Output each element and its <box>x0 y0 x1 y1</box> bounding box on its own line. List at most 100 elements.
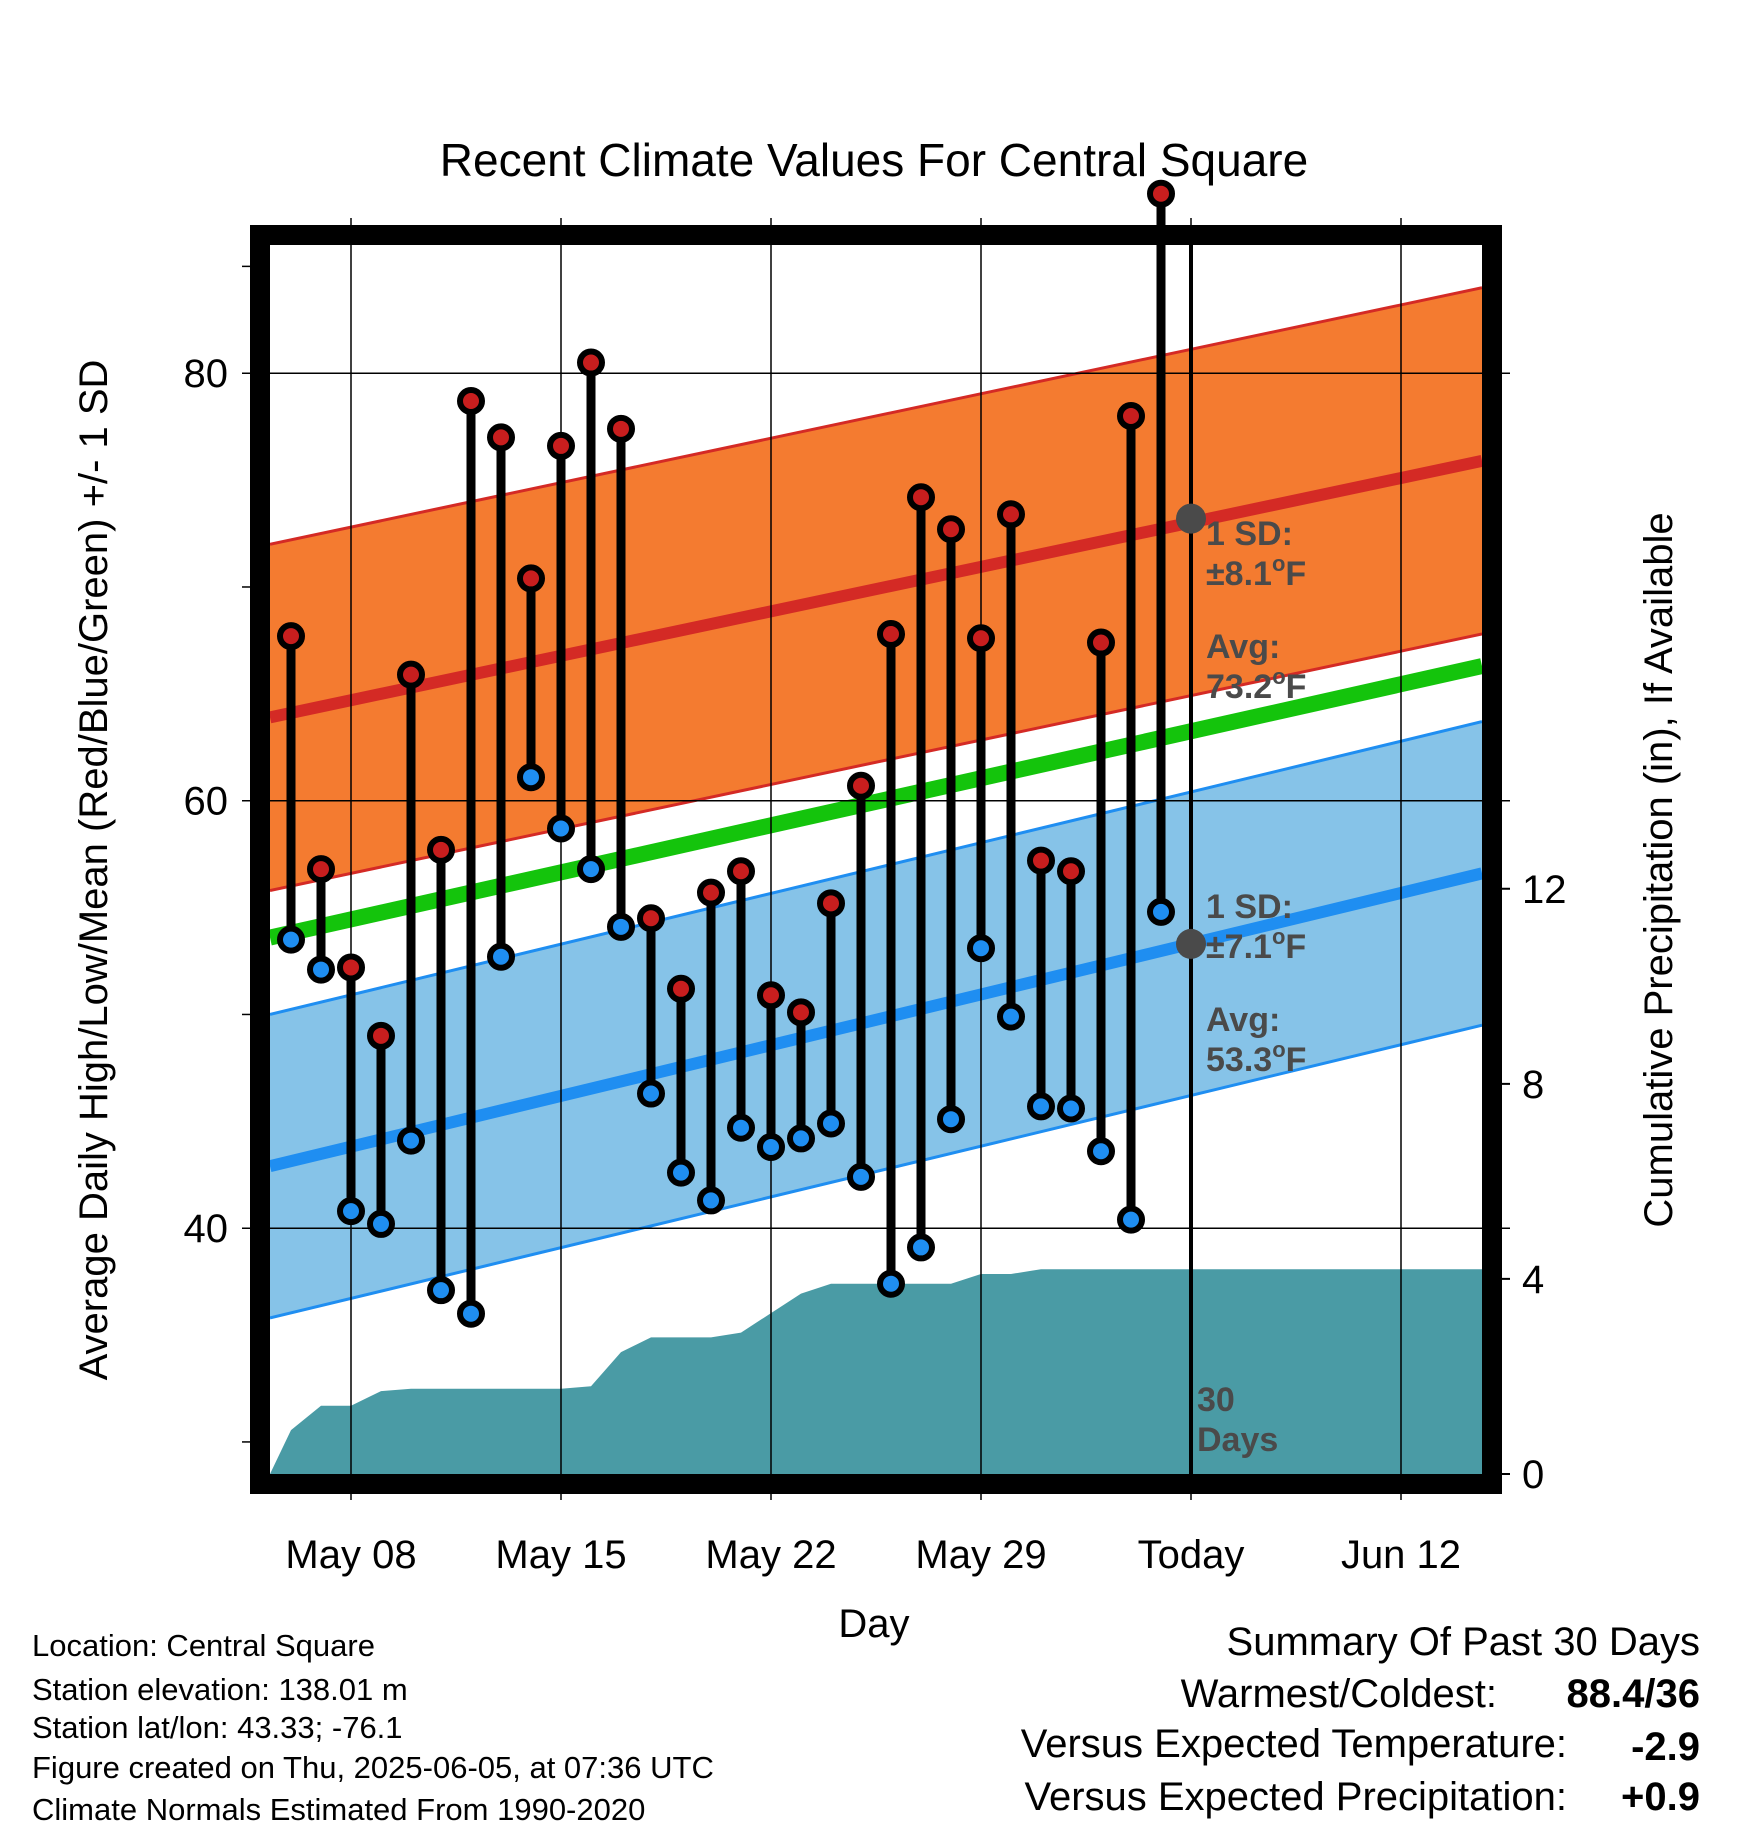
x-tick-label: Jun 12 <box>1341 1533 1461 1577</box>
daily-high-point <box>457 387 485 416</box>
daily-low-point <box>1027 1092 1055 1121</box>
daily-high-point <box>607 414 635 443</box>
summary-warm-cold-label: Warmest/Coldest: <box>1181 1672 1497 1716</box>
daily-high-point <box>787 998 815 1027</box>
daily-low-point <box>307 955 335 984</box>
daily-low-point <box>577 855 605 884</box>
annotation-period: 30 Days <box>1197 1381 1278 1459</box>
daily-high-point <box>1057 857 1085 886</box>
daily-low-point <box>1117 1205 1145 1234</box>
daily-high-point <box>997 500 1025 529</box>
daily-high-point <box>427 835 455 864</box>
daily-low-point <box>727 1113 755 1142</box>
daily-low-point <box>967 934 995 963</box>
daily-high-point <box>547 431 575 460</box>
daily-high-point <box>877 620 905 649</box>
daily-low-point <box>1147 897 1175 926</box>
annotation-low-avg: Avg: 53.3oF <box>1206 1001 1306 1079</box>
footer-location: Location: Central Square <box>32 1628 375 1663</box>
x-tick-label: May 22 <box>705 1533 836 1577</box>
daily-high-point <box>517 564 545 593</box>
footer-latlon: Station lat/lon: 43.33; -76.1 <box>32 1710 403 1745</box>
y-tick-label-left: 60 <box>184 780 229 824</box>
plot-frame <box>250 225 1502 1494</box>
daily-low-point <box>1087 1137 1115 1166</box>
daily-high-point <box>1087 628 1115 657</box>
plot-area: 1 SD: ±8.1oF Avg: 73.2oF 1 SD: ±7.1oF Avg: 53.3… <box>184 179 1567 1577</box>
footer-created: Figure created on Thu, 2025-06-05, at 07… <box>32 1750 714 1785</box>
daily-low-point <box>457 1299 485 1328</box>
summary-heading: Summary Of Past 30 Days <box>1227 1620 1700 1664</box>
daily-high-point <box>727 857 755 886</box>
plot-inner <box>270 286 1482 1474</box>
summary-precip-label: Versus Expected Precipitation: <box>1024 1775 1567 1819</box>
daily-high-point <box>307 855 335 884</box>
daily-high-point <box>277 622 305 651</box>
daily-low-point <box>937 1105 965 1134</box>
daily-low-point <box>787 1124 815 1153</box>
daily-low-point <box>427 1276 455 1305</box>
daily-high-point <box>817 889 845 918</box>
daily-low-point <box>847 1162 875 1191</box>
daily-low-point <box>487 942 515 971</box>
chart-title: Recent Climate Values For Central Square <box>440 134 1308 186</box>
daily-high-point <box>397 660 425 689</box>
summary-temp-value: -2.9 <box>1631 1725 1700 1769</box>
daily-high-point <box>907 483 935 512</box>
y-axis-label-left: Average Daily High/Low/Mean (Red/Blue/Gr… <box>72 360 116 1381</box>
daily-high-point <box>367 1021 395 1050</box>
daily-low-point <box>547 814 575 843</box>
y-axis-label-right: Cumulative Precipitation (in), If Availa… <box>1637 512 1681 1227</box>
x-tick-label: May 29 <box>915 1533 1046 1577</box>
x-tick-label: May 15 <box>495 1533 626 1577</box>
y-tick-label-left: 80 <box>184 352 229 396</box>
daily-high-point <box>967 624 995 653</box>
x-tick-label: Today <box>1138 1533 1245 1577</box>
y-tick-label-right: 8 <box>1522 1063 1544 1107</box>
daily-low-point <box>907 1233 935 1262</box>
y-tick-label-right: 0 <box>1522 1453 1544 1497</box>
daily-high-point <box>337 953 365 982</box>
daily-low-point <box>277 925 305 954</box>
daily-low-point <box>397 1126 425 1155</box>
daily-low-point <box>757 1132 785 1161</box>
daily-high-point <box>937 515 965 544</box>
daily-low-point <box>697 1186 725 1215</box>
today-normal-high-marker <box>1176 503 1206 534</box>
today-normal-low-marker <box>1176 928 1206 959</box>
daily-high-point <box>1117 401 1145 430</box>
daily-high-point <box>637 904 665 933</box>
daily-low-point <box>367 1209 395 1238</box>
y-tick-label-left: 40 <box>184 1207 229 1251</box>
daily-high-point <box>667 974 695 1003</box>
annotation-high-sd: 1 SD: ±8.1oF <box>1206 515 1306 593</box>
y-tick-label-right: 4 <box>1522 1258 1544 1302</box>
daily-low-point <box>607 912 635 941</box>
daily-high-point <box>697 878 725 907</box>
daily-high-point <box>1027 846 1055 875</box>
footer-elevation: Station elevation: 138.01 m <box>32 1672 408 1707</box>
daily-low-point <box>517 763 545 792</box>
annotation-low-sd: 1 SD: ±7.1oF <box>1206 888 1306 966</box>
daily-high-point <box>1147 179 1175 208</box>
footer-normals: Climate Normals Estimated From 1990-2020 <box>32 1792 645 1827</box>
daily-high-point <box>487 423 515 452</box>
daily-low-point <box>877 1269 905 1298</box>
y-tick-label-right: 12 <box>1522 868 1567 912</box>
daily-low-point <box>667 1158 695 1187</box>
summary-temp-label: Versus Expected Temperature: <box>1021 1722 1567 1766</box>
daily-high-point <box>847 771 875 800</box>
x-axis-label: Day <box>838 1602 909 1646</box>
daily-low-point <box>817 1109 845 1138</box>
x-tick-label: May 08 <box>285 1533 416 1577</box>
daily-low-point <box>1057 1094 1085 1123</box>
daily-low-point <box>997 1002 1025 1031</box>
summary-precip-value: +0.9 <box>1621 1775 1700 1819</box>
daily-low-point <box>337 1197 365 1226</box>
precip-area <box>270 1269 1482 1474</box>
annotation-high-avg: Avg: 73.2oF <box>1206 628 1306 706</box>
summary-warm-cold-value: 88.4/36 <box>1567 1672 1700 1716</box>
daily-high-point <box>757 981 785 1010</box>
daily-low-point <box>637 1079 665 1108</box>
